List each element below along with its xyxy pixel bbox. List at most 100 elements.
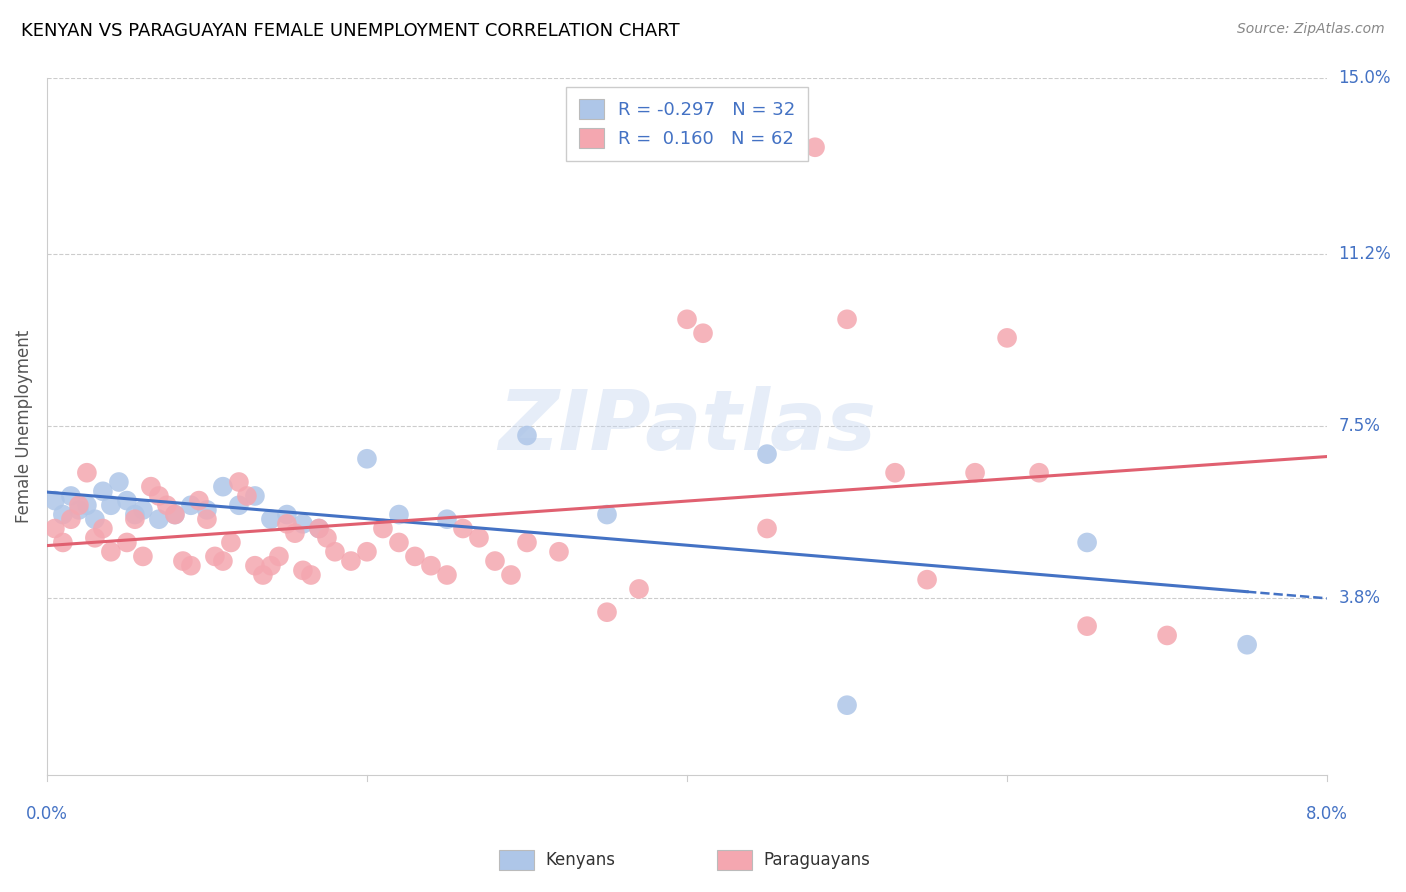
Text: Source: ZipAtlas.com: Source: ZipAtlas.com <box>1237 22 1385 37</box>
Point <box>548 545 571 559</box>
Point <box>180 558 202 573</box>
Point <box>91 521 114 535</box>
Point <box>115 493 138 508</box>
Text: Paraguayans: Paraguayans <box>763 851 870 869</box>
Point <box>323 545 346 559</box>
Point <box>219 535 242 549</box>
Point <box>835 698 858 713</box>
Point <box>212 554 235 568</box>
Point <box>915 573 938 587</box>
Point <box>124 512 146 526</box>
Point <box>284 526 307 541</box>
Text: 0.0%: 0.0% <box>25 805 67 823</box>
Point <box>76 498 98 512</box>
Point <box>204 549 226 564</box>
Point <box>291 563 314 577</box>
Point <box>172 554 194 568</box>
Point <box>67 498 90 512</box>
Text: 7.5%: 7.5% <box>1339 417 1381 435</box>
Point <box>67 503 90 517</box>
Point <box>404 549 426 564</box>
Point <box>756 447 779 461</box>
Point <box>356 451 378 466</box>
Point <box>180 498 202 512</box>
Point <box>132 549 155 564</box>
Point <box>115 535 138 549</box>
Point <box>148 489 170 503</box>
Point <box>83 531 105 545</box>
Point <box>44 493 66 508</box>
Point <box>59 512 82 526</box>
Point <box>1156 628 1178 642</box>
Point <box>59 489 82 503</box>
Point <box>884 466 907 480</box>
Point <box>371 521 394 535</box>
Point <box>100 498 122 512</box>
Point <box>44 521 66 535</box>
Point <box>1236 638 1258 652</box>
Point <box>52 535 75 549</box>
Text: KENYAN VS PARAGUAYAN FEMALE UNEMPLOYMENT CORRELATION CHART: KENYAN VS PARAGUAYAN FEMALE UNEMPLOYMENT… <box>21 22 679 40</box>
Point <box>260 512 283 526</box>
Point <box>308 521 330 535</box>
Point <box>308 521 330 535</box>
Point <box>276 508 298 522</box>
Point <box>1076 535 1098 549</box>
Point <box>228 498 250 512</box>
Point <box>132 503 155 517</box>
Text: 8.0%: 8.0% <box>1306 805 1348 823</box>
Point <box>276 516 298 531</box>
Text: 3.8%: 3.8% <box>1339 590 1381 607</box>
Y-axis label: Female Unemployment: Female Unemployment <box>15 330 32 523</box>
Text: 15.0%: 15.0% <box>1339 69 1391 87</box>
Point <box>692 326 714 341</box>
Point <box>195 512 218 526</box>
Point <box>1076 619 1098 633</box>
Point <box>108 475 131 489</box>
Text: Kenyans: Kenyans <box>546 851 616 869</box>
Legend: R = -0.297   N = 32, R =  0.160   N = 62: R = -0.297 N = 32, R = 0.160 N = 62 <box>565 87 808 161</box>
Text: ZIPatlas: ZIPatlas <box>498 385 876 467</box>
Point <box>83 512 105 526</box>
Point <box>596 605 619 619</box>
Point <box>1028 466 1050 480</box>
Point <box>316 531 339 545</box>
Point <box>676 312 699 326</box>
Point <box>228 475 250 489</box>
Point <box>388 535 411 549</box>
Point <box>163 508 186 522</box>
Point <box>212 480 235 494</box>
Point <box>139 480 162 494</box>
Point <box>243 489 266 503</box>
Point <box>100 545 122 559</box>
Point <box>835 312 858 326</box>
Point <box>627 582 650 596</box>
Point <box>299 568 322 582</box>
Point <box>596 508 619 522</box>
Point <box>124 508 146 522</box>
Point <box>252 568 274 582</box>
Point <box>436 568 458 582</box>
Point <box>156 498 179 512</box>
Point <box>516 428 538 442</box>
Point <box>484 554 506 568</box>
Point <box>995 331 1018 345</box>
Point <box>291 516 314 531</box>
Point <box>76 466 98 480</box>
Point <box>340 554 363 568</box>
Point <box>260 558 283 573</box>
Point <box>451 521 474 535</box>
Point <box>195 503 218 517</box>
Point <box>148 512 170 526</box>
Point <box>91 484 114 499</box>
Point <box>516 535 538 549</box>
Point <box>163 508 186 522</box>
Point <box>388 508 411 522</box>
Point <box>236 489 259 503</box>
Point <box>267 549 290 564</box>
Point <box>420 558 443 573</box>
Point <box>243 558 266 573</box>
Point <box>804 140 827 154</box>
Point <box>756 521 779 535</box>
Point <box>436 512 458 526</box>
